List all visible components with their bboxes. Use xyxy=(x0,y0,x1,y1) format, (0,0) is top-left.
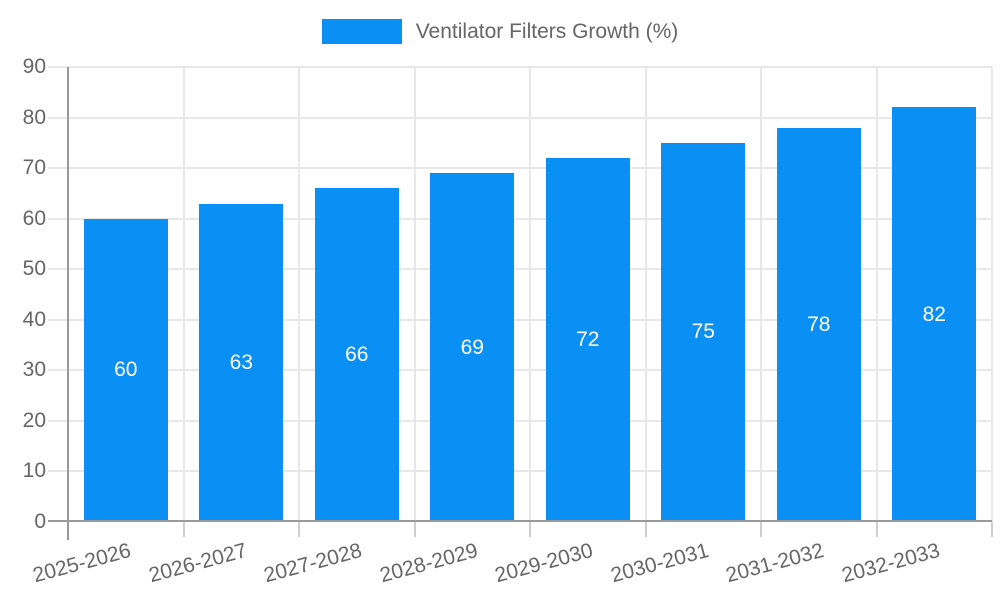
bar-value-label: 69 xyxy=(460,335,484,359)
x-axis-tick-label: 2030-2031 xyxy=(608,539,712,588)
y-axis-tick-label: 70 xyxy=(22,156,46,180)
x-axis-tick-label: 2028-2029 xyxy=(377,539,481,588)
x-axis-tick-label: 2029-2030 xyxy=(492,539,596,588)
x-axis-tick-label: 2025-2026 xyxy=(30,539,134,588)
x-axis-tick-mark xyxy=(875,522,878,537)
legend: Ventilator Filters Growth (%) xyxy=(0,19,1000,44)
x-axis-tick-label: 2027-2028 xyxy=(261,539,365,588)
gridline-vertical xyxy=(875,67,878,522)
x-axis-tick-mark xyxy=(529,522,531,537)
y-axis-tick-label: 20 xyxy=(22,408,46,432)
x-axis-tick-mark xyxy=(298,522,300,537)
y-axis-line xyxy=(67,67,69,540)
x-axis-tick-mark xyxy=(182,522,185,537)
x-axis-tick-mark xyxy=(760,522,762,537)
gridline-horizontal xyxy=(48,116,992,119)
gridline-vertical xyxy=(413,67,416,522)
legend-label: Ventilator Filters Growth (%) xyxy=(415,20,679,43)
bar-value-label: 60 xyxy=(114,358,138,382)
x-axis-tick-label: 2032-2033 xyxy=(839,539,943,588)
bar[interactable]: 63 xyxy=(199,203,284,522)
x-axis-tick-label: 2026-2027 xyxy=(146,539,250,588)
gridline-horizontal xyxy=(48,318,992,321)
x-axis-tick-mark xyxy=(644,522,647,537)
bar-value-label: 75 xyxy=(691,320,715,344)
legend-swatch-icon xyxy=(321,19,402,44)
bar[interactable]: 72 xyxy=(545,158,630,522)
plot-area: 90 80 70 60 50 40 30 20 10 0 60 63 66 69 72 75 78 82 2025-… xyxy=(23,55,993,587)
bar[interactable]: 69 xyxy=(430,173,515,522)
gridline-vertical xyxy=(760,67,762,522)
gridline-horizontal xyxy=(48,66,992,68)
y-axis-tick-label: 30 xyxy=(22,358,46,382)
bar[interactable]: 78 xyxy=(776,127,861,522)
legend-item[interactable]: Ventilator Filters Growth (%) xyxy=(321,19,679,44)
bar-value-label: 63 xyxy=(229,350,253,374)
gridline-vertical xyxy=(991,67,993,522)
gridline-vertical xyxy=(298,67,300,522)
y-axis-tick-label: 90 xyxy=(22,55,46,78)
bar-value-label: 66 xyxy=(345,343,369,367)
gridline-horizontal xyxy=(48,217,992,220)
bar[interactable]: 82 xyxy=(892,107,977,522)
gridline-vertical xyxy=(644,67,647,522)
y-axis-tick-label: 10 xyxy=(22,459,46,483)
gridline-horizontal xyxy=(48,268,992,271)
gridline-vertical xyxy=(529,67,531,522)
gridline-horizontal xyxy=(48,470,992,473)
y-axis-tick-label: 60 xyxy=(22,206,46,230)
x-axis-tick-label: 2031-2032 xyxy=(723,539,827,588)
bar-value-label: 82 xyxy=(922,302,946,326)
gridline-horizontal xyxy=(48,419,992,422)
gridline-horizontal xyxy=(48,167,992,170)
x-axis-tick-mark xyxy=(991,522,993,537)
x-axis-tick-mark xyxy=(413,522,416,537)
bar-value-label: 72 xyxy=(576,328,600,351)
y-axis-tick-label: 0 xyxy=(34,510,46,533)
y-axis-tick-label: 80 xyxy=(22,105,46,129)
bar[interactable]: 66 xyxy=(314,188,399,522)
gridline-horizontal xyxy=(48,369,992,372)
bar[interactable]: 60 xyxy=(83,218,168,522)
x-axis-line xyxy=(48,520,992,522)
bar[interactable]: 75 xyxy=(661,142,746,522)
y-axis-tick-label: 40 xyxy=(22,307,46,331)
y-axis-tick-label: 50 xyxy=(22,257,46,281)
bar-value-label: 78 xyxy=(807,312,831,336)
gridline-vertical xyxy=(182,67,185,522)
